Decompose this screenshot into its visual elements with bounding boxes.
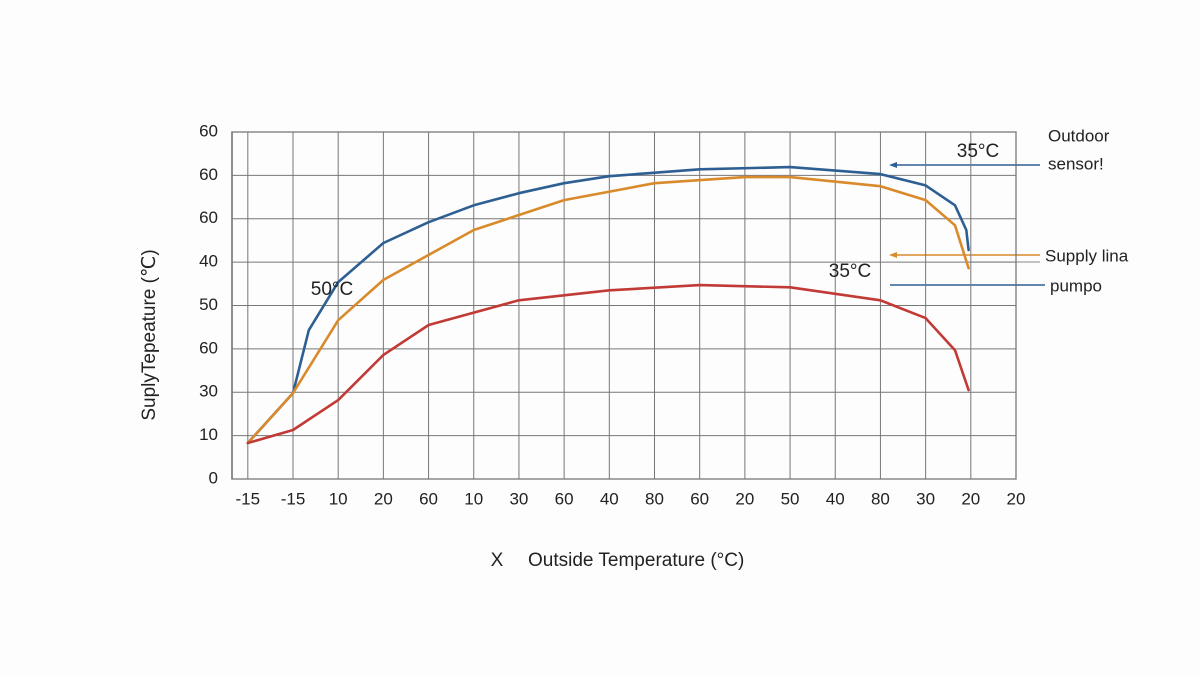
x-tick-label: -15: [281, 489, 306, 508]
x-tick-label: 60: [555, 489, 574, 508]
annotation: 50°C: [311, 279, 353, 300]
side-label: pumpo: [1050, 276, 1102, 295]
y-tick-label: 60: [199, 338, 218, 357]
line-series: [246, 283, 970, 445]
y-tick-label: 30: [199, 382, 218, 401]
x-tick-label: 20: [735, 489, 754, 508]
x-tick-label: 10: [329, 489, 348, 508]
arrowhead: [889, 252, 897, 258]
x-tick-label: 80: [645, 489, 664, 508]
y-tick-label: 0: [209, 468, 218, 487]
x-tick-label: 30: [916, 489, 935, 508]
annotation: 35°C: [957, 141, 999, 162]
line-series: [246, 175, 970, 445]
y-tick-label: 60: [199, 165, 218, 184]
side-label: Outdoor: [1048, 126, 1110, 145]
x-tick-label: 30: [509, 489, 528, 508]
x-tick-label: -15: [236, 489, 261, 508]
x-axis-prefix: X: [491, 550, 504, 571]
y-tick-label: 10: [199, 425, 218, 444]
y-tick-label: 60: [199, 208, 218, 227]
x-tick-label: 80: [871, 489, 890, 508]
x-tick-label: 10: [464, 489, 483, 508]
x-tick-label: 20: [961, 489, 980, 508]
y-tick-label: 60: [199, 121, 218, 140]
y-tick-label: 40: [199, 252, 218, 271]
annotation: 35°C: [829, 261, 871, 282]
x-tick-label: 50: [781, 489, 800, 508]
side-label: sensor!: [1048, 154, 1104, 173]
arrowhead: [889, 162, 897, 168]
x-tick-label: 40: [826, 489, 845, 508]
x-tick-label: 60: [690, 489, 709, 508]
x-axis-label: Outside Temperature (°C): [528, 550, 744, 571]
y-axis-label: SuplyTepeature (℃): [139, 249, 160, 420]
line-series: [246, 165, 970, 445]
x-tick-label: 20: [374, 489, 393, 508]
x-tick-label: 40: [600, 489, 619, 508]
side-label: Supply lina: [1045, 246, 1129, 265]
x-tick-label: 60: [419, 489, 438, 508]
x-tick-label: 20: [1007, 489, 1026, 508]
y-tick-label: 50: [199, 295, 218, 314]
